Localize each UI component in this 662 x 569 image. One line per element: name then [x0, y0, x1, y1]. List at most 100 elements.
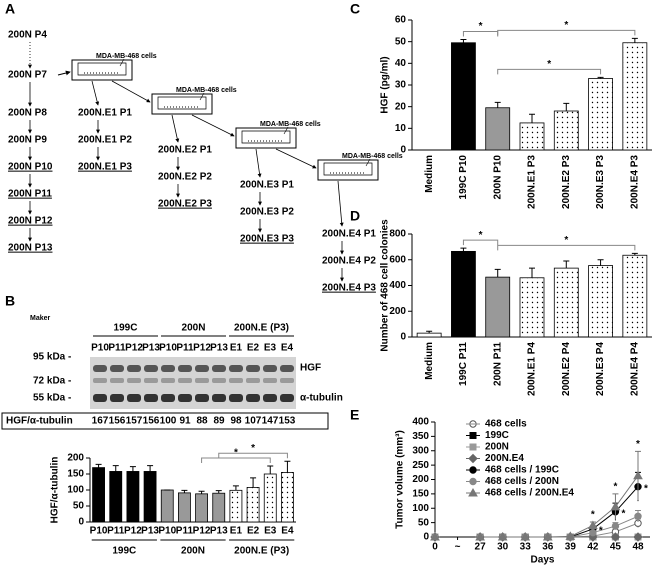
- band: [144, 378, 158, 383]
- band: [246, 394, 260, 402]
- band: [110, 365, 124, 372]
- error-bar: [147, 465, 154, 472]
- bar: [92, 467, 105, 523]
- error-bar: [426, 330, 433, 334]
- lane-label: P10: [91, 343, 109, 354]
- dish-label: MDA-MB-468 cells: [176, 87, 237, 94]
- annotation: *: [636, 439, 640, 450]
- error-bar: [250, 477, 257, 488]
- band: [127, 365, 141, 372]
- size-marker: 72 kDa -: [33, 376, 71, 387]
- lane-label: P13: [142, 343, 160, 354]
- bar-pattern: [520, 277, 544, 337]
- x-tick-label: 200N P11: [492, 342, 503, 386]
- significance-label: *: [564, 20, 568, 31]
- x-tick-label: P13: [210, 526, 228, 537]
- band: [229, 365, 243, 372]
- marker: [610, 532, 621, 542]
- x-axis-label: Days: [531, 555, 555, 566]
- marker: [633, 470, 643, 480]
- node-label: 200N.E3 P3: [240, 234, 294, 245]
- insert: [241, 130, 291, 144]
- error-bar: [460, 247, 467, 252]
- y-tick-label: 50: [418, 517, 430, 528]
- error-bar: [460, 39, 467, 43]
- marker: [565, 531, 576, 540]
- bar-pattern: [281, 472, 294, 522]
- bar-pattern: [588, 78, 613, 150]
- lane-label: P13: [210, 343, 228, 354]
- y-tick-label: 200: [412, 474, 429, 485]
- ratio-value: 157: [126, 416, 143, 427]
- node-label: 200N.E3 P1: [240, 180, 294, 191]
- arrow: [171, 114, 180, 143]
- error-bar: [95, 463, 102, 468]
- bar: [178, 492, 191, 523]
- panel-label: B: [5, 293, 15, 309]
- significance-label: *: [479, 21, 483, 32]
- lane-label: P12: [125, 343, 143, 354]
- band: [212, 394, 226, 402]
- group-label: 200N.E (P3): [234, 546, 289, 557]
- x-tick-label: 0: [432, 542, 438, 553]
- error-bar: [181, 489, 188, 493]
- band: [195, 365, 209, 372]
- arrow: [57, 70, 71, 76]
- error-bar: [198, 490, 205, 494]
- significance-bracket: [462, 239, 499, 246]
- node-label: 200N.E2 P2: [158, 172, 212, 183]
- marker: [588, 520, 598, 529]
- y-tick-label: 50: [73, 501, 85, 512]
- error-bar: [529, 267, 535, 278]
- y-tick-label: 600: [389, 254, 406, 265]
- legend-label: 468 cells / 200N: [485, 476, 559, 487]
- marker: [611, 522, 620, 530]
- size-marker: 95 kDa -: [33, 352, 71, 363]
- error-bar: [284, 460, 291, 473]
- error-bar: [631, 252, 638, 256]
- node-label: 200N.E3 P2: [240, 207, 294, 218]
- y-tick-label: 30: [395, 80, 407, 91]
- x-tick-label: 45: [610, 542, 622, 553]
- lane-label: P11: [176, 343, 194, 354]
- x-tick-label: E1: [230, 526, 243, 537]
- marker: [430, 531, 440, 541]
- panel-label: D: [350, 208, 360, 224]
- x-tick-label: P13: [141, 526, 159, 537]
- lane-label: E4: [281, 343, 294, 354]
- node-label: 200N P12: [8, 216, 53, 227]
- bar: [109, 471, 123, 523]
- node-label: 200N P4: [8, 30, 47, 41]
- x-tick-label: E3: [264, 526, 277, 537]
- significance-bracket: [462, 31, 499, 37]
- y-tick-label: 50: [395, 36, 407, 47]
- band: [195, 394, 209, 402]
- x-tick-label: 200N.E2 P3: [561, 155, 572, 209]
- marker: [520, 531, 531, 541]
- ratio-value: 107: [245, 416, 262, 427]
- y-tick-label: 0: [400, 145, 406, 156]
- band: [93, 394, 107, 402]
- band: [195, 378, 209, 383]
- band: [263, 365, 277, 372]
- y-tick-label: 400: [389, 280, 406, 291]
- bar: [485, 276, 511, 338]
- dish-label: MDA-MB-468 cells: [260, 121, 321, 128]
- marker: [633, 532, 643, 542]
- legend-label: 199C: [485, 430, 509, 441]
- blot-group-label: 200N: [182, 323, 206, 334]
- x-tick-label: P10: [90, 526, 108, 537]
- blot-group-label: 200N.E (P3): [234, 323, 289, 334]
- significance-bracket: [201, 457, 271, 463]
- x-tick-label: 200N.E2 P4: [561, 342, 572, 396]
- y-tick-label: 350: [412, 431, 429, 442]
- significance-label: *: [251, 443, 255, 454]
- bar-pattern: [264, 474, 277, 522]
- y-tick-label: 150: [412, 489, 429, 500]
- marker: [497, 531, 508, 541]
- bar: [416, 332, 442, 338]
- ratio-value: 156: [143, 416, 160, 427]
- error-bar: [232, 485, 239, 491]
- band: [144, 394, 158, 402]
